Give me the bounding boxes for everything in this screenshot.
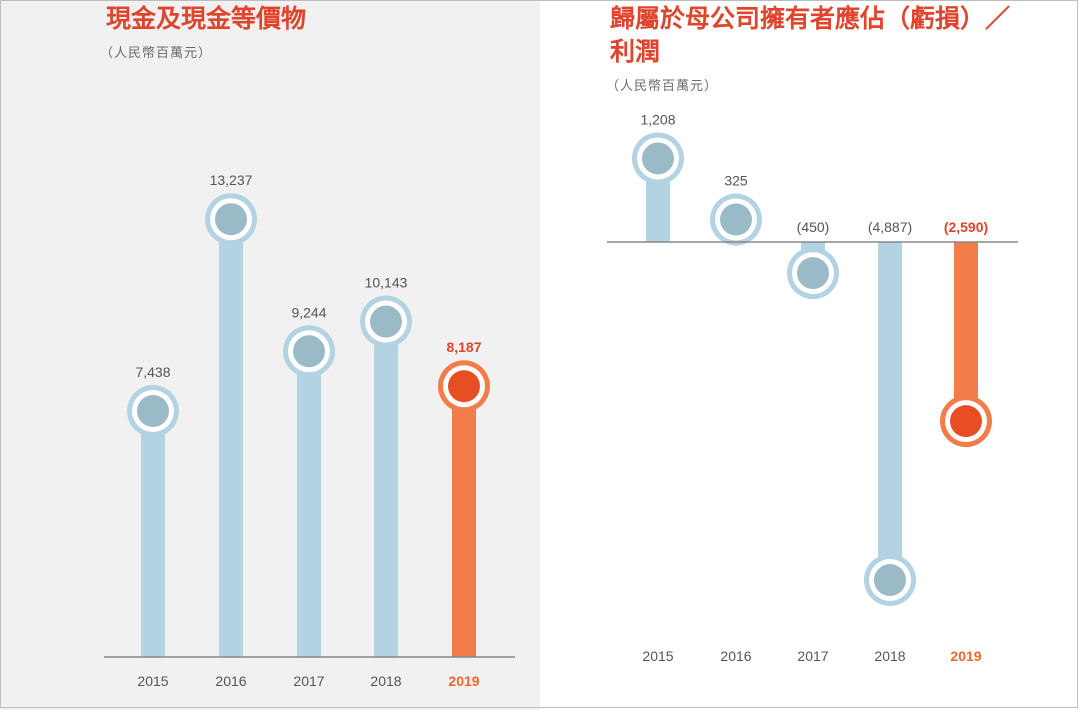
left-bar-2018-marker-core	[370, 305, 402, 338]
left-x-tick-2018: 2018	[370, 673, 401, 689]
left-value-label-2019: 8,187	[446, 339, 481, 355]
left-bar-2019	[452, 386, 476, 657]
left-value-label-2018: 10,143	[365, 275, 408, 291]
left-bar-2019-marker-core	[448, 370, 480, 403]
left-x-tick-2019: 2019	[448, 673, 479, 689]
right-bar-2018-marker-core	[874, 564, 906, 596]
left-x-tick-2017: 2017	[293, 673, 324, 689]
left-x-tick-2015: 2015	[137, 673, 168, 689]
right-bar-2019	[954, 242, 978, 422]
left-bar-2015	[141, 411, 165, 657]
left-value-label-2017: 9,244	[291, 304, 326, 320]
left-x-tick-2016: 2016	[215, 673, 246, 689]
right-x-tick-2017: 2017	[797, 648, 828, 664]
left-bar-2016-marker-core	[215, 203, 247, 236]
right-chart-title-line2: 利潤	[610, 37, 661, 66]
left-bar-2018	[374, 321, 398, 657]
left-chart-title: 現金及現金等價物	[106, 4, 307, 33]
right-value-label-2017: (450)	[797, 219, 830, 235]
left-bar-2016	[219, 219, 243, 657]
right-chart-title-line1: 歸屬於母公司擁有者應佔（虧損）／	[610, 4, 1011, 33]
right-value-label-2018: (4,887)	[868, 219, 912, 235]
left-bar-2017-marker-core	[293, 335, 325, 368]
right-bar-2017-marker-core	[797, 257, 829, 290]
right-bar-2015-marker-core	[642, 142, 674, 175]
right-x-tick-2019: 2019	[950, 648, 981, 664]
right-x-tick-2016: 2016	[720, 648, 751, 664]
right-bar-2016-marker-core	[720, 203, 752, 236]
right-value-label-2019: (2,590)	[944, 219, 988, 235]
right-value-label-2016: 325	[724, 173, 748, 189]
left-bar-2015-marker-core	[137, 395, 169, 427]
left-value-label-2015: 7,438	[135, 364, 170, 380]
right-chart-unit: （人民幣百萬元）	[606, 79, 719, 94]
right-bar-2019-marker-core	[950, 405, 982, 438]
right-bar-2018	[878, 242, 902, 580]
left-chart-unit: （人民幣百萬元）	[100, 46, 213, 61]
right-x-tick-2015: 2015	[642, 648, 673, 664]
left-value-label-2016: 13,237	[210, 172, 253, 188]
right-value-label-2015: 1,208	[640, 111, 675, 127]
right-x-tick-2018: 2018	[874, 648, 905, 664]
left-bar-2017	[297, 351, 321, 657]
left-panel-background	[0, 0, 540, 710]
